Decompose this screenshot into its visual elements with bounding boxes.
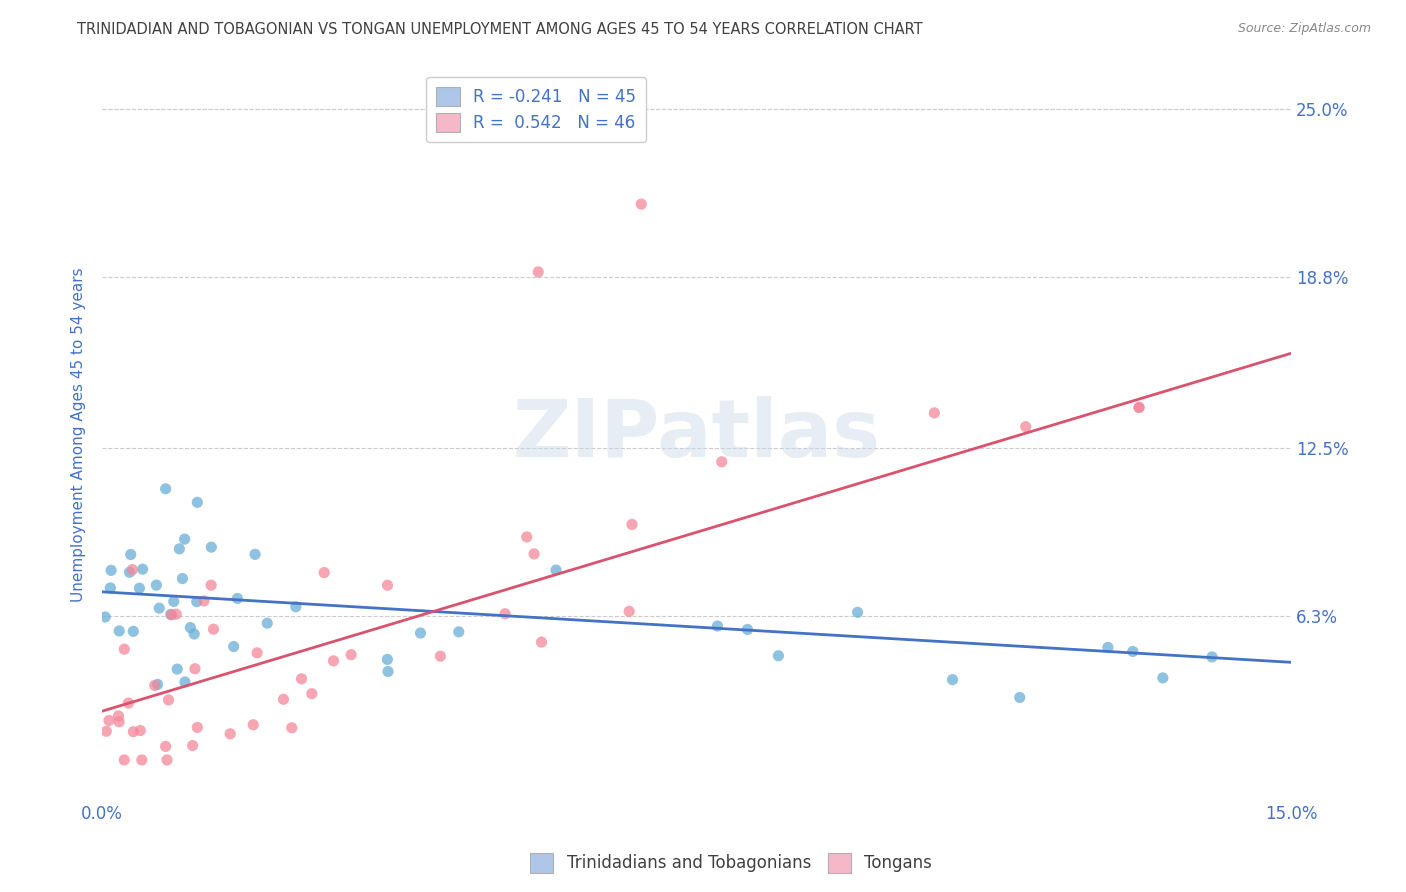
Point xyxy=(183,627,205,641)
Point xyxy=(193,594,215,608)
Point xyxy=(1128,401,1150,415)
Point xyxy=(710,455,733,469)
Point xyxy=(941,673,963,687)
Point xyxy=(242,718,264,732)
Point xyxy=(523,547,546,561)
Point xyxy=(429,649,451,664)
Point xyxy=(121,563,143,577)
Point xyxy=(1097,640,1119,655)
Point xyxy=(112,753,135,767)
Point xyxy=(155,739,177,754)
Point xyxy=(200,578,222,592)
Point xyxy=(620,517,643,532)
Point xyxy=(143,678,166,692)
Point xyxy=(1008,690,1031,705)
Point xyxy=(165,607,187,622)
Point xyxy=(768,648,790,663)
Point xyxy=(377,652,399,666)
Y-axis label: Unemployment Among Ages 45 to 54 years: Unemployment Among Ages 45 to 54 years xyxy=(72,268,86,602)
Point xyxy=(200,540,222,554)
Point xyxy=(100,563,122,577)
Point xyxy=(494,607,516,621)
Point xyxy=(447,624,470,639)
Point xyxy=(169,541,191,556)
Point xyxy=(107,709,129,723)
Point xyxy=(108,624,131,638)
Point xyxy=(174,675,197,690)
Point xyxy=(96,724,118,739)
Point xyxy=(377,665,399,679)
Point xyxy=(924,406,946,420)
Point xyxy=(98,714,121,728)
Point xyxy=(129,723,152,738)
Point xyxy=(243,547,266,561)
Point xyxy=(120,548,142,562)
Legend: R = -0.241   N = 45, R =  0.542   N = 46: R = -0.241 N = 45, R = 0.542 N = 46 xyxy=(426,77,647,142)
Point xyxy=(706,619,728,633)
Point xyxy=(157,693,180,707)
Point xyxy=(118,566,141,580)
Point xyxy=(846,605,869,619)
Point xyxy=(530,635,553,649)
Point xyxy=(340,648,363,662)
Point xyxy=(98,581,121,595)
Point xyxy=(202,622,225,636)
Point xyxy=(1201,649,1223,664)
Point xyxy=(166,662,188,676)
Text: Source: ZipAtlas.com: Source: ZipAtlas.com xyxy=(1237,22,1371,36)
Point xyxy=(226,591,249,606)
Point xyxy=(1015,419,1038,434)
Point xyxy=(184,662,207,676)
Point xyxy=(172,572,194,586)
Text: TRINIDADIAN AND TOBAGONIAN VS TONGAN UNEMPLOYMENT AMONG AGES 45 TO 54 YEARS CORR: TRINIDADIAN AND TOBAGONIAN VS TONGAN UNE… xyxy=(77,22,922,37)
Point xyxy=(516,530,538,544)
Point xyxy=(146,677,169,691)
Point xyxy=(186,495,208,509)
Point xyxy=(544,563,567,577)
Legend: Trinidadians and Tobagonians, Tongans: Trinidadians and Tobagonians, Tongans xyxy=(523,847,939,880)
Point xyxy=(117,696,139,710)
Point xyxy=(256,616,278,631)
Point xyxy=(108,714,131,729)
Point xyxy=(122,724,145,739)
Point xyxy=(131,562,153,576)
Point xyxy=(290,672,312,686)
Point xyxy=(246,646,269,660)
Point xyxy=(186,595,208,609)
Point xyxy=(284,599,307,614)
Point xyxy=(301,687,323,701)
Point xyxy=(273,692,295,706)
Point xyxy=(94,610,117,624)
Point xyxy=(148,601,170,615)
Point xyxy=(1122,644,1144,658)
Point xyxy=(314,566,336,580)
Point xyxy=(112,642,135,657)
Point xyxy=(145,578,167,592)
Point xyxy=(630,197,652,211)
Point xyxy=(322,654,344,668)
Point xyxy=(377,578,399,592)
Point xyxy=(160,607,183,622)
Point xyxy=(1128,401,1150,415)
Point xyxy=(173,532,195,546)
Point xyxy=(186,720,208,734)
Point xyxy=(281,721,304,735)
Point xyxy=(128,581,150,595)
Point xyxy=(219,727,242,741)
Point xyxy=(163,594,186,608)
Point xyxy=(737,623,759,637)
Text: ZIPatlas: ZIPatlas xyxy=(513,395,882,474)
Point xyxy=(155,482,177,496)
Point xyxy=(159,607,181,622)
Point xyxy=(179,621,201,635)
Point xyxy=(409,626,432,640)
Point xyxy=(617,604,640,618)
Point xyxy=(131,753,153,767)
Point xyxy=(122,624,145,639)
Point xyxy=(156,753,179,767)
Point xyxy=(222,640,245,654)
Point xyxy=(1152,671,1174,685)
Point xyxy=(181,739,204,753)
Point xyxy=(527,265,550,279)
